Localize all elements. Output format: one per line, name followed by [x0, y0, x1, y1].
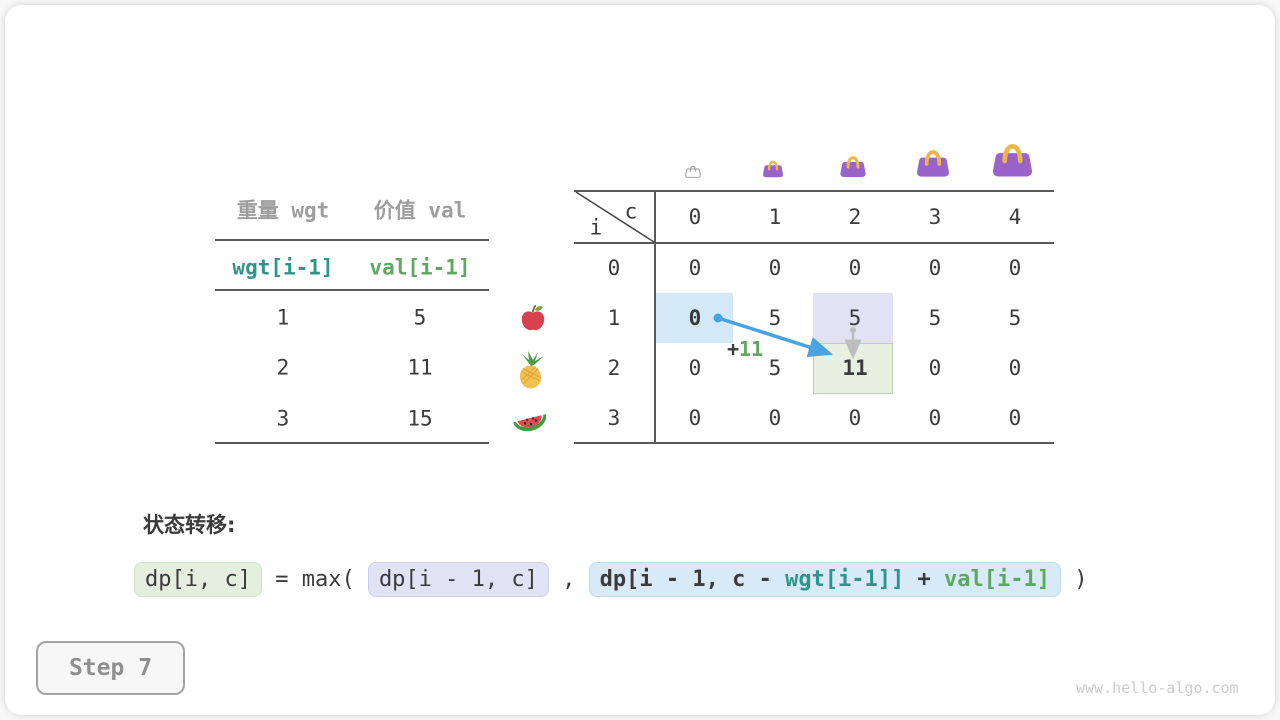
- dp-cell-1-4: 5: [1008, 306, 1022, 330]
- dp-cell-0-3: 0: [928, 256, 942, 280]
- dp-cell-3-1: 0: [768, 406, 782, 430]
- pineapple-icon: [519, 351, 544, 389]
- dp-cell-1-3: 5: [928, 306, 942, 330]
- bag-large-icon: [917, 150, 949, 177]
- dp-line-bottom: [574, 442, 1054, 444]
- dp-col-header-3: 3: [928, 205, 942, 229]
- corner-diagonal-icon: [575, 191, 655, 243]
- formula-option2-wgt: wgt[i-1]]: [785, 567, 905, 592]
- dp-col-header-2: 2: [848, 205, 862, 229]
- dp-row-header-2: 2: [607, 356, 621, 380]
- dp-cells: 0 0 0 0 0 0 5 5 5 5 0 5 11 0 0 0 0 0 0 0: [655, 243, 1055, 443]
- formula-option2-chip: dp[i - 1, c - wgt[i-1]] + val[i-1]: [588, 562, 1062, 597]
- dp-cell-2-3: 0: [928, 356, 942, 380]
- dp-cell-1-2: 5: [848, 306, 862, 330]
- watermark: www.hello-algo.com: [1076, 679, 1239, 697]
- dp-col-header-0: 0: [688, 205, 702, 229]
- dp-col-header-4: 4: [1008, 205, 1022, 229]
- formula-option2-val: val[i-1]: [944, 567, 1051, 592]
- items-formula-weight: wgt[i-1]: [232, 255, 334, 280]
- dp-cell-3-2: 0: [848, 406, 862, 430]
- bag-small-icon: [763, 160, 783, 178]
- dp-cell-2-0: 0: [688, 356, 702, 380]
- bag-medium-icon: [840, 156, 866, 177]
- item-value-0: 5: [413, 305, 427, 330]
- formula-comma: ,: [548, 567, 589, 592]
- formula-option1-chip: dp[i - 1, c]: [367, 562, 549, 597]
- items-formula-value: val[i-1]: [369, 255, 471, 280]
- bag-empty-icon: [685, 165, 701, 178]
- dp-cell-0-1: 0: [768, 256, 782, 280]
- watermelon-icon: [513, 414, 547, 432]
- item-weight-2: 3: [276, 406, 290, 431]
- apple-icon: [521, 304, 545, 331]
- formula-lhs-chip: dp[i, c]: [134, 562, 262, 597]
- formula-option2-dp: dp[i - 1, c -: [599, 567, 786, 592]
- bag-xlarge-icon: [993, 144, 1032, 177]
- dp-cell-3-4: 0: [1008, 406, 1022, 430]
- dp-line-top: [574, 190, 1054, 192]
- dp-cell-3-0: 0: [688, 406, 702, 430]
- dp-col-header-1: 1: [768, 205, 782, 229]
- dp-line-header: [574, 242, 1054, 244]
- dp-cell-1-0: 0: [688, 306, 702, 330]
- item-value-1: 11: [407, 355, 433, 380]
- dp-cell-3-3: 0: [928, 406, 942, 430]
- dp-cell-0-2: 0: [848, 256, 862, 280]
- items-table-line-mid: [215, 289, 489, 291]
- transition-formula: dp[i, c] = max( dp[i - 1, c] , dp[i - 1,…: [134, 562, 1088, 597]
- item-weight-1: 2: [276, 355, 290, 380]
- dp-line-vertical: [654, 190, 656, 444]
- item-weight-0: 1: [276, 305, 290, 330]
- dp-row-header-0: 0: [607, 256, 621, 280]
- items-header-weight: 重量 wgt: [236, 198, 330, 223]
- dp-cell-2-4: 0: [1008, 356, 1022, 380]
- corner-row-label: i: [589, 215, 603, 240]
- gain-value: 11: [739, 337, 764, 361]
- gain-plus-sign: +: [727, 337, 740, 361]
- dp-row-header-3: 3: [607, 406, 621, 430]
- dp-cell-2-1: 5: [768, 356, 782, 380]
- dp-cell-0-0: 0: [688, 256, 702, 280]
- dp-row-header-1: 1: [607, 306, 621, 330]
- dp-cell-0-4: 0: [1008, 256, 1022, 280]
- dp-row-headers: 0 1 2 3: [575, 243, 653, 443]
- corner-col-label: c: [624, 199, 638, 224]
- formula-equals-max: = max(: [261, 567, 368, 592]
- gain-annotation: +11: [727, 339, 763, 359]
- transition-label: 状态转移:: [143, 513, 236, 537]
- dp-cell-2-2: 11: [842, 356, 868, 380]
- formula-option2-plus: +: [904, 567, 945, 592]
- items-table-line-bottom: [215, 442, 489, 444]
- step-badge: Step 7: [36, 641, 185, 695]
- formula-close-paren: ): [1061, 567, 1088, 592]
- items-header-value: 价值 val: [373, 198, 467, 223]
- step-label: Step 7: [68, 655, 153, 681]
- dp-cell-1-1: 5: [768, 306, 782, 330]
- items-table-line-top: [215, 239, 489, 241]
- item-value-2: 15: [407, 406, 433, 431]
- dp-col-headers: 0 1 2 3 4: [655, 192, 1055, 242]
